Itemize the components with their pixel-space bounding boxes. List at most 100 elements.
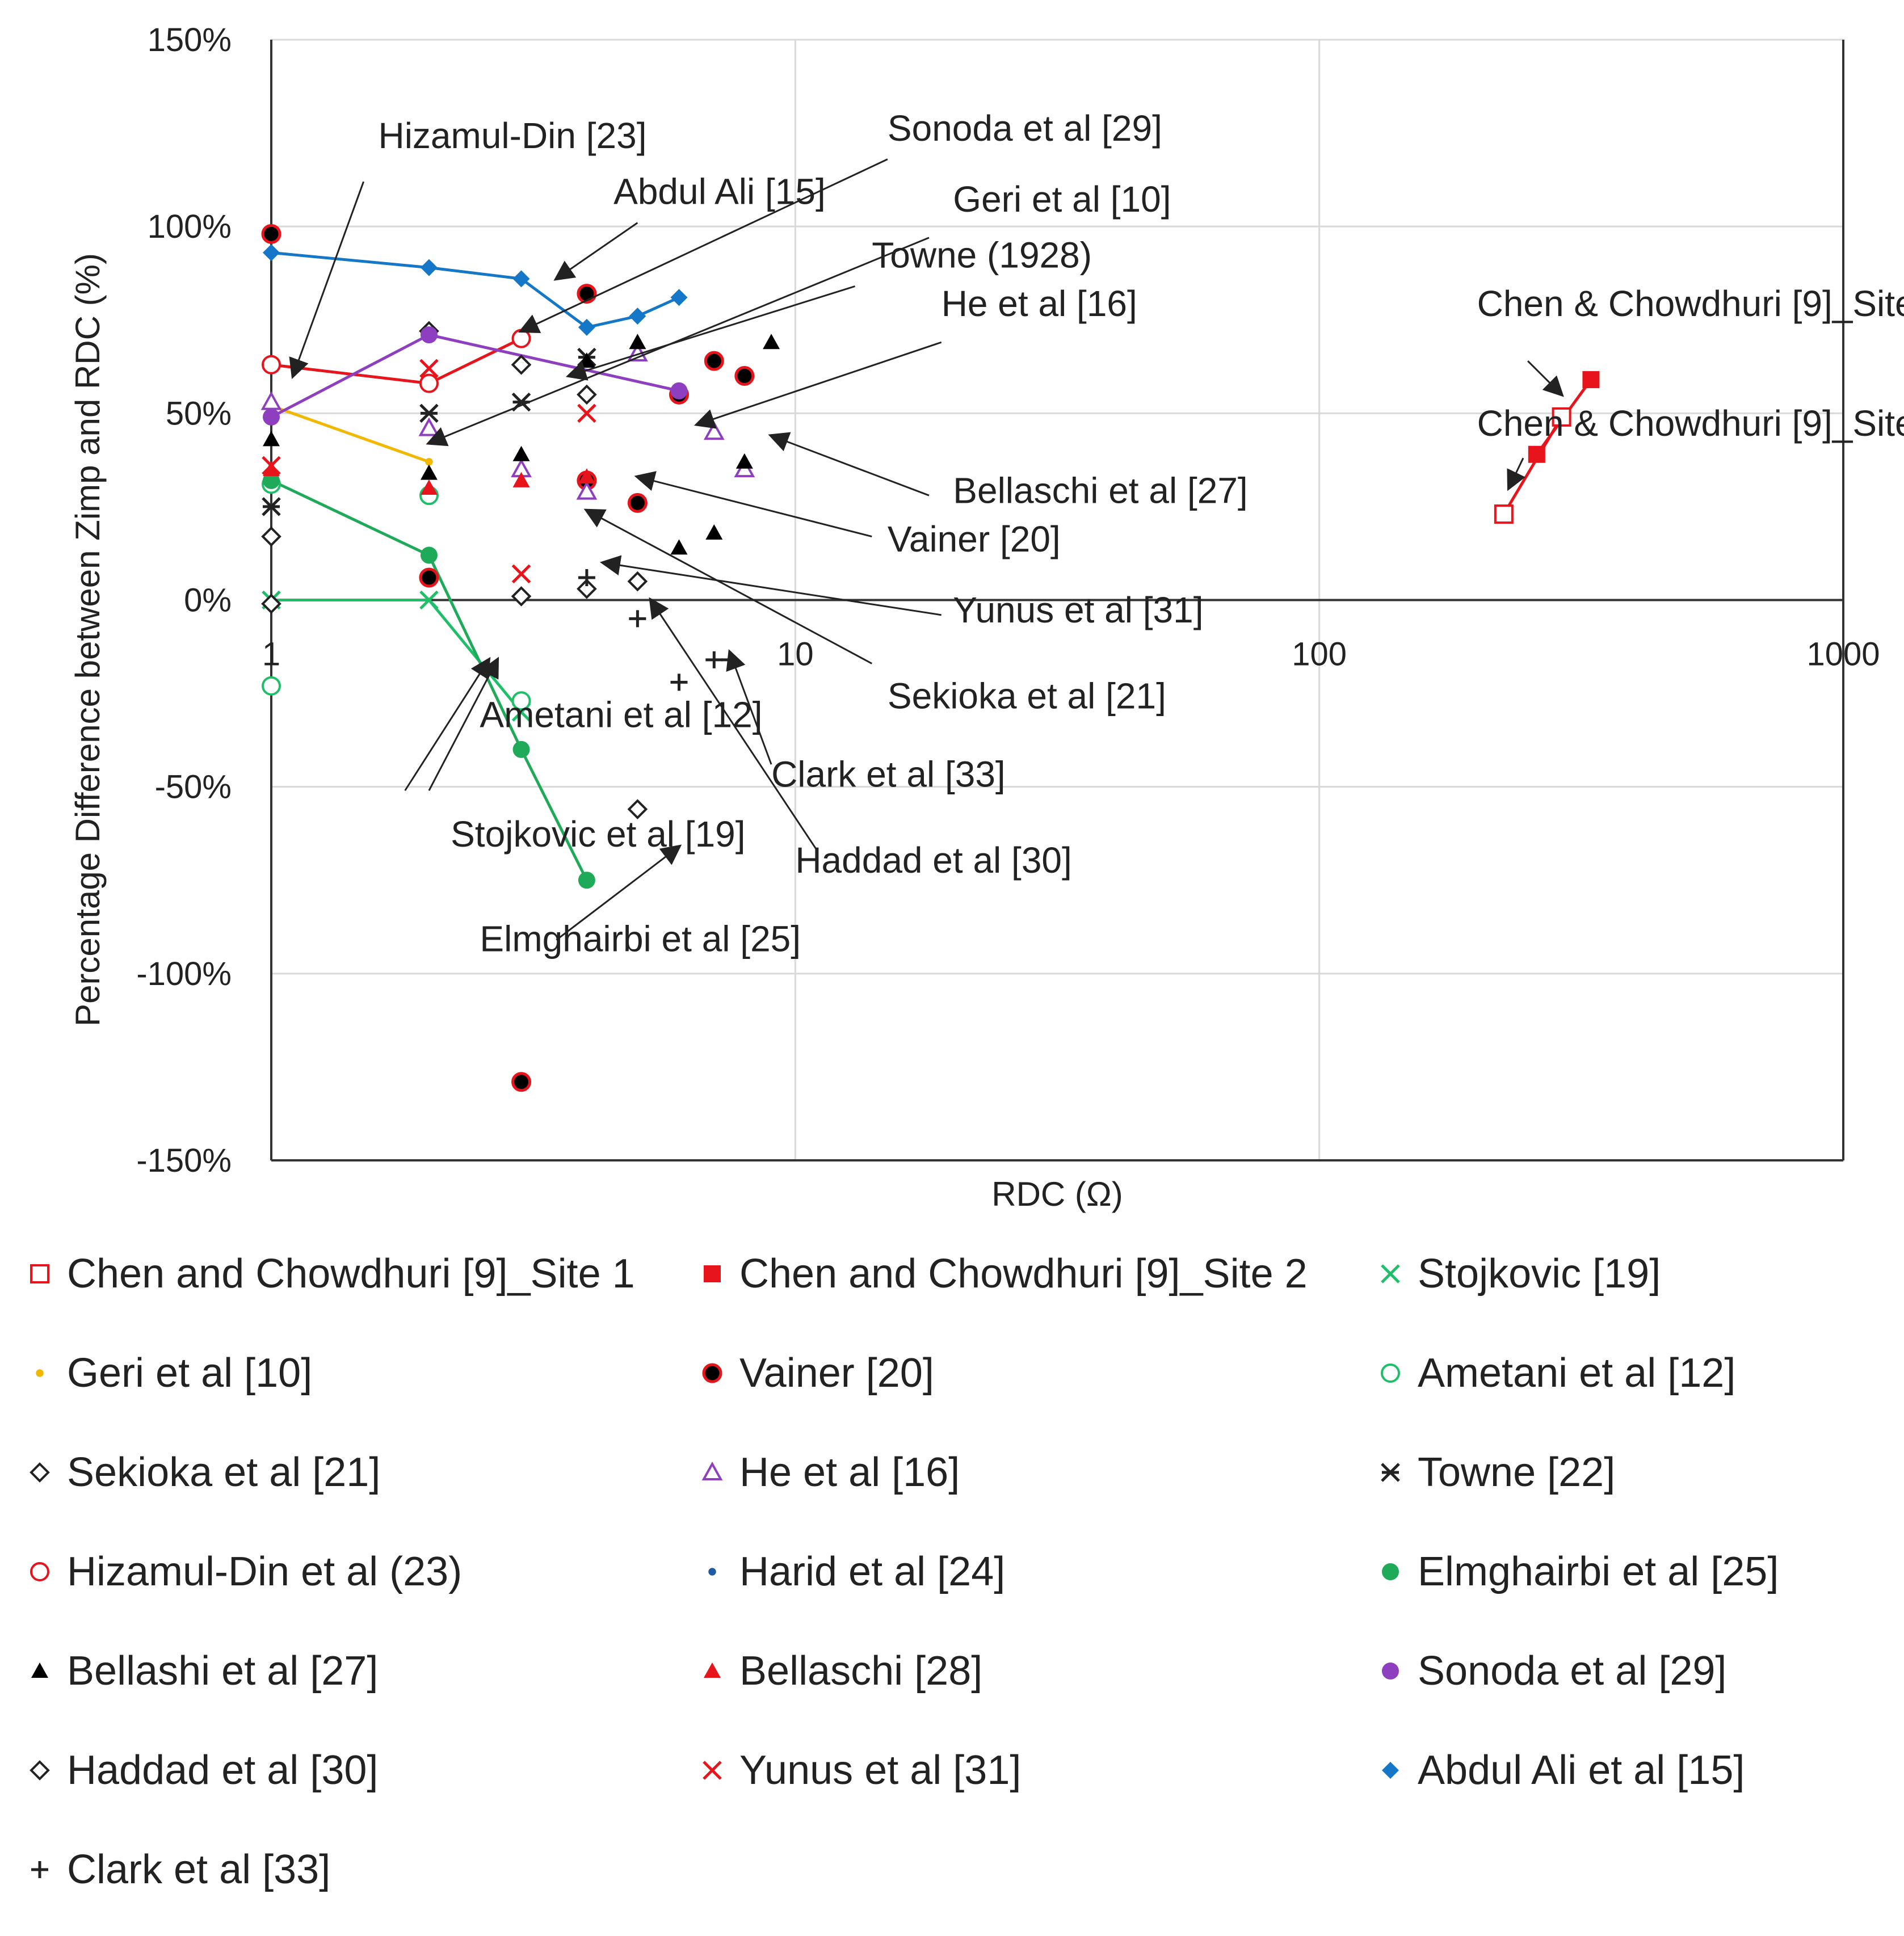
marker bbox=[512, 472, 530, 487]
annotation-label: Elmghairbi et al [25] bbox=[480, 918, 801, 959]
trendline bbox=[271, 337, 522, 385]
annotation-arrow bbox=[693, 341, 942, 429]
legend-label: Geri et al [10] bbox=[67, 1350, 313, 1396]
marker bbox=[419, 359, 439, 378]
legend-item: Sonoda et al [29] bbox=[1373, 1645, 1726, 1697]
marker bbox=[578, 318, 595, 336]
annotation-arrow bbox=[426, 237, 930, 447]
annotation-label: Clark et al [33] bbox=[771, 754, 1006, 795]
marker bbox=[704, 1663, 721, 1678]
annotation-label: Chen & Chowdhuri [9]_Site 3 bbox=[1477, 403, 1904, 444]
y-tick-label: 50% bbox=[166, 395, 232, 432]
marker bbox=[420, 479, 438, 495]
annotation-arrow bbox=[556, 844, 682, 941]
legend-item: Hizamul-Din et al (23) bbox=[23, 1546, 462, 1597]
legend-label: Bellashi et al [27] bbox=[67, 1648, 379, 1694]
marker bbox=[419, 403, 439, 423]
legend-label: Chen and Chowdhuri [9]_Site 1 bbox=[67, 1251, 635, 1297]
marker bbox=[30, 1264, 49, 1283]
annotation-arrow bbox=[726, 649, 772, 765]
marker bbox=[30, 1462, 50, 1483]
annotations: Hizamul-Din [23] Sonoda et al [29] Abdul A… bbox=[378, 108, 1904, 959]
marker bbox=[511, 354, 532, 375]
legend-label: Towne [22] bbox=[1418, 1450, 1616, 1495]
marker bbox=[262, 355, 281, 374]
marker bbox=[705, 651, 723, 668]
marker bbox=[1582, 371, 1600, 389]
marker bbox=[627, 571, 648, 592]
marker bbox=[577, 578, 597, 599]
x-tick-label: 10 bbox=[777, 636, 814, 673]
legend-item: Geri et al [10] bbox=[23, 1348, 312, 1399]
legend-marker bbox=[1381, 1264, 1400, 1283]
trendline bbox=[270, 333, 680, 419]
marker bbox=[420, 546, 438, 564]
marker bbox=[1381, 1463, 1400, 1482]
series-17 bbox=[263, 244, 688, 336]
annotation-label: Haddad et al [30] bbox=[795, 840, 1071, 881]
marker bbox=[30, 1760, 50, 1781]
annotation-label: Geri et al [10] bbox=[953, 179, 1171, 220]
marker bbox=[425, 458, 433, 466]
annotation-label: Stojkovic et al [19] bbox=[451, 814, 745, 855]
legend-label: Sekioka et al [21] bbox=[67, 1450, 381, 1495]
legend-marker bbox=[701, 1461, 723, 1480]
legend-item: Bellashi et al [27] bbox=[23, 1645, 378, 1697]
y-axis-label: Percentage Difference between Zimp and R… bbox=[69, 253, 107, 1026]
legend-label: Abdul Ali et al [15] bbox=[1418, 1748, 1745, 1793]
marker bbox=[670, 539, 688, 555]
legend-marker bbox=[31, 1861, 48, 1878]
marker bbox=[670, 382, 688, 399]
marker bbox=[763, 334, 780, 350]
legend-item: Bellaschi [28] bbox=[695, 1645, 982, 1697]
annotation-label: He et al [16] bbox=[942, 283, 1137, 324]
marker bbox=[261, 594, 281, 614]
y-tick-label: 0% bbox=[184, 582, 232, 619]
legend-marker bbox=[1381, 1463, 1400, 1482]
marker bbox=[627, 799, 648, 819]
data-markers bbox=[260, 224, 1600, 1092]
annotation-arrow bbox=[565, 285, 855, 381]
marker bbox=[1494, 504, 1514, 524]
marker bbox=[629, 334, 646, 350]
marker bbox=[708, 1568, 716, 1576]
marker bbox=[511, 586, 532, 607]
x-axis-label: RDC (Ω) bbox=[991, 1175, 1123, 1213]
legend-item: Sekioka et al [21] bbox=[23, 1447, 380, 1498]
legend-item: Abdul Ali et al [15] bbox=[1373, 1745, 1745, 1796]
annotation-label: Chen & Chowdhuri [9]_Site 1 bbox=[1477, 283, 1904, 324]
marker bbox=[263, 408, 280, 426]
annotation-arrow bbox=[428, 656, 499, 791]
marker bbox=[263, 244, 280, 262]
legend-item: Stojkovic [19] bbox=[1373, 1248, 1661, 1299]
annotation-arrow bbox=[1507, 457, 1525, 491]
marker bbox=[1381, 1264, 1400, 1283]
legend-label: Elmghairbi et al [25] bbox=[1418, 1549, 1779, 1594]
legend-label: Yunus et al [31] bbox=[739, 1748, 1022, 1793]
marker bbox=[705, 524, 723, 540]
marker bbox=[1382, 1563, 1399, 1580]
series-14 bbox=[263, 326, 688, 426]
legend-marker bbox=[708, 1568, 716, 1576]
marker bbox=[511, 691, 531, 711]
legend-label: He et al [16] bbox=[739, 1450, 960, 1495]
marker bbox=[420, 326, 438, 344]
marker bbox=[577, 403, 596, 423]
marker bbox=[703, 1761, 722, 1780]
annotation-label: Vainer [20] bbox=[888, 519, 1061, 559]
marker bbox=[261, 224, 281, 244]
y-tick-label: 100% bbox=[148, 208, 232, 245]
legend-label: Vainer [20] bbox=[739, 1350, 934, 1396]
x-tick-label: 1000 bbox=[1806, 636, 1880, 673]
legend-item: Vainer [20] bbox=[695, 1348, 934, 1399]
legend-marker bbox=[1381, 1363, 1400, 1383]
legend-marker bbox=[30, 1760, 50, 1781]
marker bbox=[629, 610, 646, 628]
legend-label: Bellaschi [28] bbox=[739, 1648, 983, 1694]
marker bbox=[419, 567, 439, 588]
marker bbox=[31, 1663, 48, 1678]
series-16 bbox=[262, 359, 596, 584]
legend-item: Towne [22] bbox=[1373, 1447, 1615, 1498]
legend-marker bbox=[31, 1663, 48, 1678]
marker bbox=[511, 1072, 532, 1092]
